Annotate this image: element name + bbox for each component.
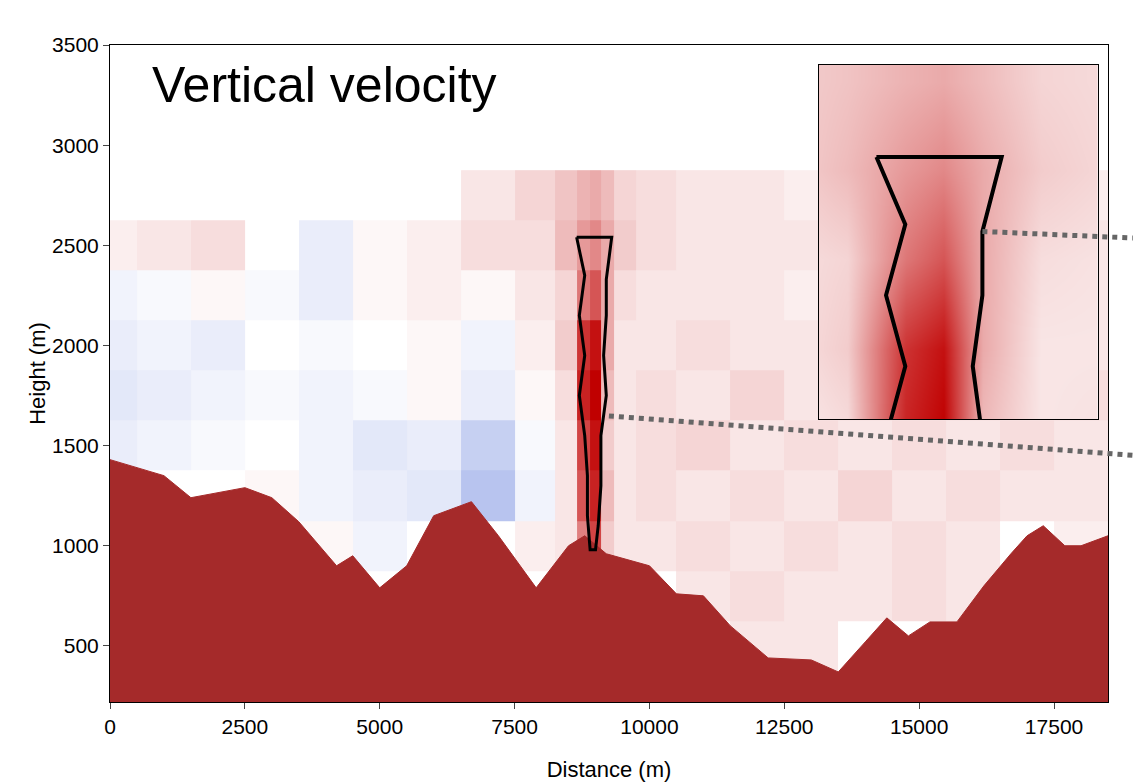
svg-text:0: 0 [104, 715, 116, 738]
svg-text:2000: 2000 [52, 334, 99, 357]
svg-text:5000: 5000 [356, 715, 403, 738]
svg-text:Height (m): Height (m) [25, 322, 50, 425]
svg-text:2500: 2500 [52, 234, 99, 257]
svg-text:7500: 7500 [491, 715, 538, 738]
svg-text:1500: 1500 [52, 434, 99, 457]
svg-text:3000: 3000 [52, 134, 99, 157]
svg-text:Vertical velocity: Vertical velocity [152, 57, 497, 113]
svg-text:1000: 1000 [52, 534, 99, 557]
svg-text:2500: 2500 [222, 715, 269, 738]
svg-text:17500: 17500 [1025, 715, 1083, 738]
svg-text:Distance (m): Distance (m) [547, 757, 672, 782]
svg-text:10000: 10000 [620, 715, 678, 738]
svg-text:15000: 15000 [890, 715, 948, 738]
svg-text:12500: 12500 [755, 715, 813, 738]
svg-text:3500: 3500 [52, 33, 99, 56]
svg-text:500: 500 [64, 634, 99, 657]
